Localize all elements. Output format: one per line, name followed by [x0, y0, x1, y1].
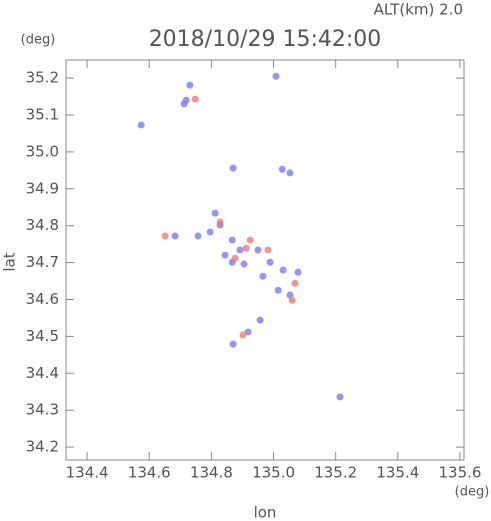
point — [229, 340, 237, 348]
point — [279, 266, 287, 274]
point — [239, 331, 247, 339]
point — [228, 236, 236, 244]
point — [194, 232, 202, 240]
point — [206, 228, 214, 236]
point — [180, 100, 188, 108]
point — [229, 164, 237, 172]
y-tick-label: 34.3 — [26, 401, 59, 419]
point — [211, 209, 219, 217]
x-tick-label: 135.0 — [252, 464, 295, 482]
x-tick-label: 135.4 — [376, 464, 419, 482]
y-tick-label: 35.2 — [26, 69, 59, 87]
y-axis-label: lat — [1, 252, 19, 271]
point — [236, 246, 244, 254]
y-tick-label: 34.7 — [26, 253, 59, 271]
point — [266, 258, 274, 266]
x-tick-label: 134.6 — [128, 464, 171, 482]
point — [259, 272, 267, 280]
y-tick-label: 34.5 — [26, 327, 59, 345]
point — [286, 169, 294, 177]
point — [272, 72, 280, 80]
chart-title: 2018/10/29 15:42:00 — [149, 27, 382, 52]
y-tick-label: 34.8 — [26, 216, 59, 234]
point — [221, 251, 229, 259]
point — [231, 254, 239, 262]
point — [246, 236, 254, 244]
point — [294, 268, 302, 276]
x-axis-label: lon — [254, 504, 277, 521]
x-unit: (deg) — [455, 485, 490, 500]
y-unit: (deg) — [21, 33, 56, 48]
x-tick-label: 135.2 — [314, 464, 357, 482]
point — [186, 81, 194, 89]
point — [216, 218, 224, 226]
annotation: ALT(km) 2.0 — [374, 1, 463, 19]
point — [240, 260, 248, 268]
point — [278, 165, 286, 173]
point — [254, 246, 262, 254]
point — [291, 279, 299, 287]
point — [137, 121, 145, 129]
point — [274, 286, 282, 294]
y-tick-label: 34.2 — [26, 438, 59, 456]
y-tick-label: 34.6 — [26, 290, 59, 308]
y-tick-label: 35.0 — [26, 142, 59, 160]
point — [242, 244, 250, 252]
x-tick-label: 134.4 — [66, 464, 109, 482]
point — [161, 232, 169, 240]
plot-frame — [65, 59, 465, 461]
point — [191, 95, 199, 103]
y-tick-label: 34.4 — [26, 364, 59, 382]
y-tick-label: 35.1 — [26, 105, 59, 123]
point — [171, 232, 179, 240]
x-tick-label: 134.8 — [190, 464, 233, 482]
point — [288, 296, 296, 304]
point — [256, 316, 264, 324]
point — [264, 246, 272, 254]
x-tick-label: 135.6 — [438, 464, 481, 482]
y-tick-label: 34.9 — [26, 179, 59, 197]
point — [336, 393, 344, 401]
